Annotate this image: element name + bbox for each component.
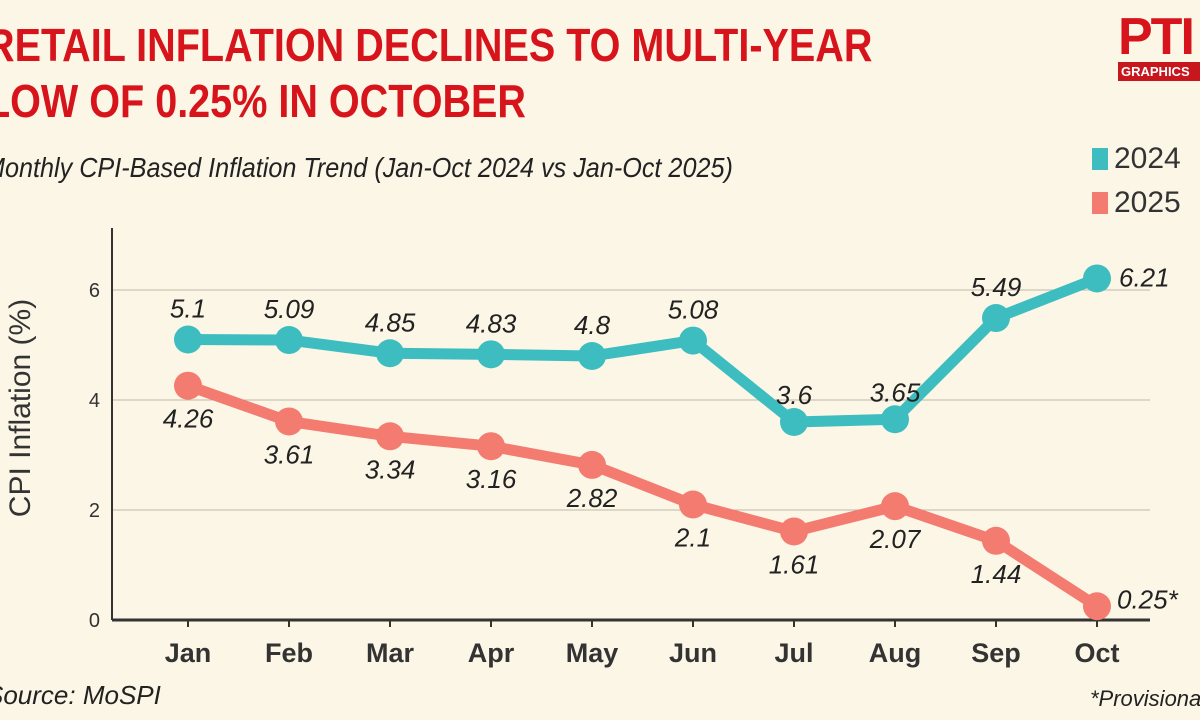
legend-2025: 2025: [1092, 186, 1181, 220]
data-label-2024: 5.08: [668, 295, 719, 325]
data-label-2025: 1.61: [769, 549, 820, 579]
legend-label-2024: 2024: [1114, 142, 1181, 175]
data-point-2024: [881, 405, 909, 434]
data-point-2024: [376, 339, 404, 368]
data-point-2025: [1083, 592, 1111, 621]
data-label-2025: 2.82: [566, 483, 618, 513]
headline-line-2: LOW OF 0.25% IN OCTOBER: [0, 75, 526, 127]
data-point-2024: [578, 342, 606, 370]
x-tick-label: Apr: [468, 638, 515, 668]
headline-line-1: RETAIL INFLATION DECLINES TO MULTI-YEAR: [0, 19, 873, 71]
data-point-2025: [376, 422, 404, 451]
data-point-2025: [780, 517, 808, 546]
y-tick-label: 0: [89, 610, 100, 632]
data-label-2024: 5.09: [264, 294, 315, 324]
series-line-2025: [186, 380, 1100, 611]
data-point-2024: [275, 326, 303, 355]
data-point-2024: [780, 408, 808, 436]
y-tick-label: 2: [89, 500, 100, 522]
data-label-2025: 3.61: [264, 439, 315, 469]
data-point-2025: [578, 450, 606, 479]
data-point-2024: [679, 326, 707, 355]
data-label-2025: 3.16: [466, 464, 517, 494]
x-tick-label: Sep: [971, 638, 1021, 668]
data-label-2024: 5.1: [170, 294, 206, 324]
data-label-2025: 4.26: [163, 404, 214, 434]
data-label-2024: 4.83: [466, 308, 517, 338]
data-label-2024: 5.49: [971, 272, 1022, 302]
x-tick-label: Feb: [265, 638, 313, 668]
data-point-2025: [477, 432, 505, 461]
x-tick-label: Oct: [1074, 638, 1119, 668]
y-tick-label: 4: [89, 390, 100, 412]
x-tick-label: Jul: [774, 638, 813, 668]
data-point-2024: [174, 325, 202, 354]
data-point-2025: [679, 490, 707, 519]
legend-label-2025: 2025: [1114, 186, 1181, 219]
legend-2024: 2024: [1092, 142, 1181, 176]
logo-text: PTI: [1118, 8, 1195, 66]
data-label-2025: 1.44: [971, 559, 1022, 589]
pti-logo: PTI GRAPHICS: [1118, 8, 1200, 81]
data-point-2024: [477, 340, 505, 369]
data-label-2025: 3.34: [365, 454, 416, 484]
data-point-2025: [275, 407, 303, 436]
data-point-2025: [982, 526, 1010, 555]
data-label-2024: 4.85: [365, 307, 416, 337]
data-point-2024: [982, 304, 1010, 333]
data-point-2025: [174, 371, 202, 400]
data-label-2024: 6.21: [1119, 262, 1170, 292]
x-tick-label: Mar: [366, 638, 415, 668]
provisional-note: *Provisional: [1090, 686, 1200, 711]
x-tick-label: Jan: [165, 638, 212, 668]
data-point-2024: [1083, 264, 1111, 293]
data-point-2025: [881, 492, 909, 521]
data-label-2025: 2.1: [674, 523, 711, 553]
source-note: Source: MoSPI: [0, 680, 161, 710]
data-label-2024: 4.8: [574, 310, 611, 340]
series-line-2024: [187, 273, 1100, 428]
x-tick-label: Jun: [669, 638, 717, 668]
data-label-2025: 2.07: [869, 524, 922, 554]
legend-swatch-2025: [1092, 192, 1108, 214]
logo-subtext: GRAPHICS: [1118, 62, 1200, 81]
legend-swatch-2024: [1092, 148, 1108, 170]
x-tick-label: Aug: [869, 638, 921, 668]
chart-subtitle: Monthly CPI-Based Inflation Trend (Jan-O…: [0, 152, 733, 183]
data-label-2024: 3.65: [870, 377, 921, 407]
x-tick-label: May: [566, 638, 619, 668]
data-label-2024: 3.6: [776, 380, 813, 410]
y-tick-label: 6: [89, 280, 100, 302]
data-label-2025: 0.25*: [1117, 584, 1179, 614]
y-axis-label: CPI Inflation (%): [4, 299, 37, 517]
